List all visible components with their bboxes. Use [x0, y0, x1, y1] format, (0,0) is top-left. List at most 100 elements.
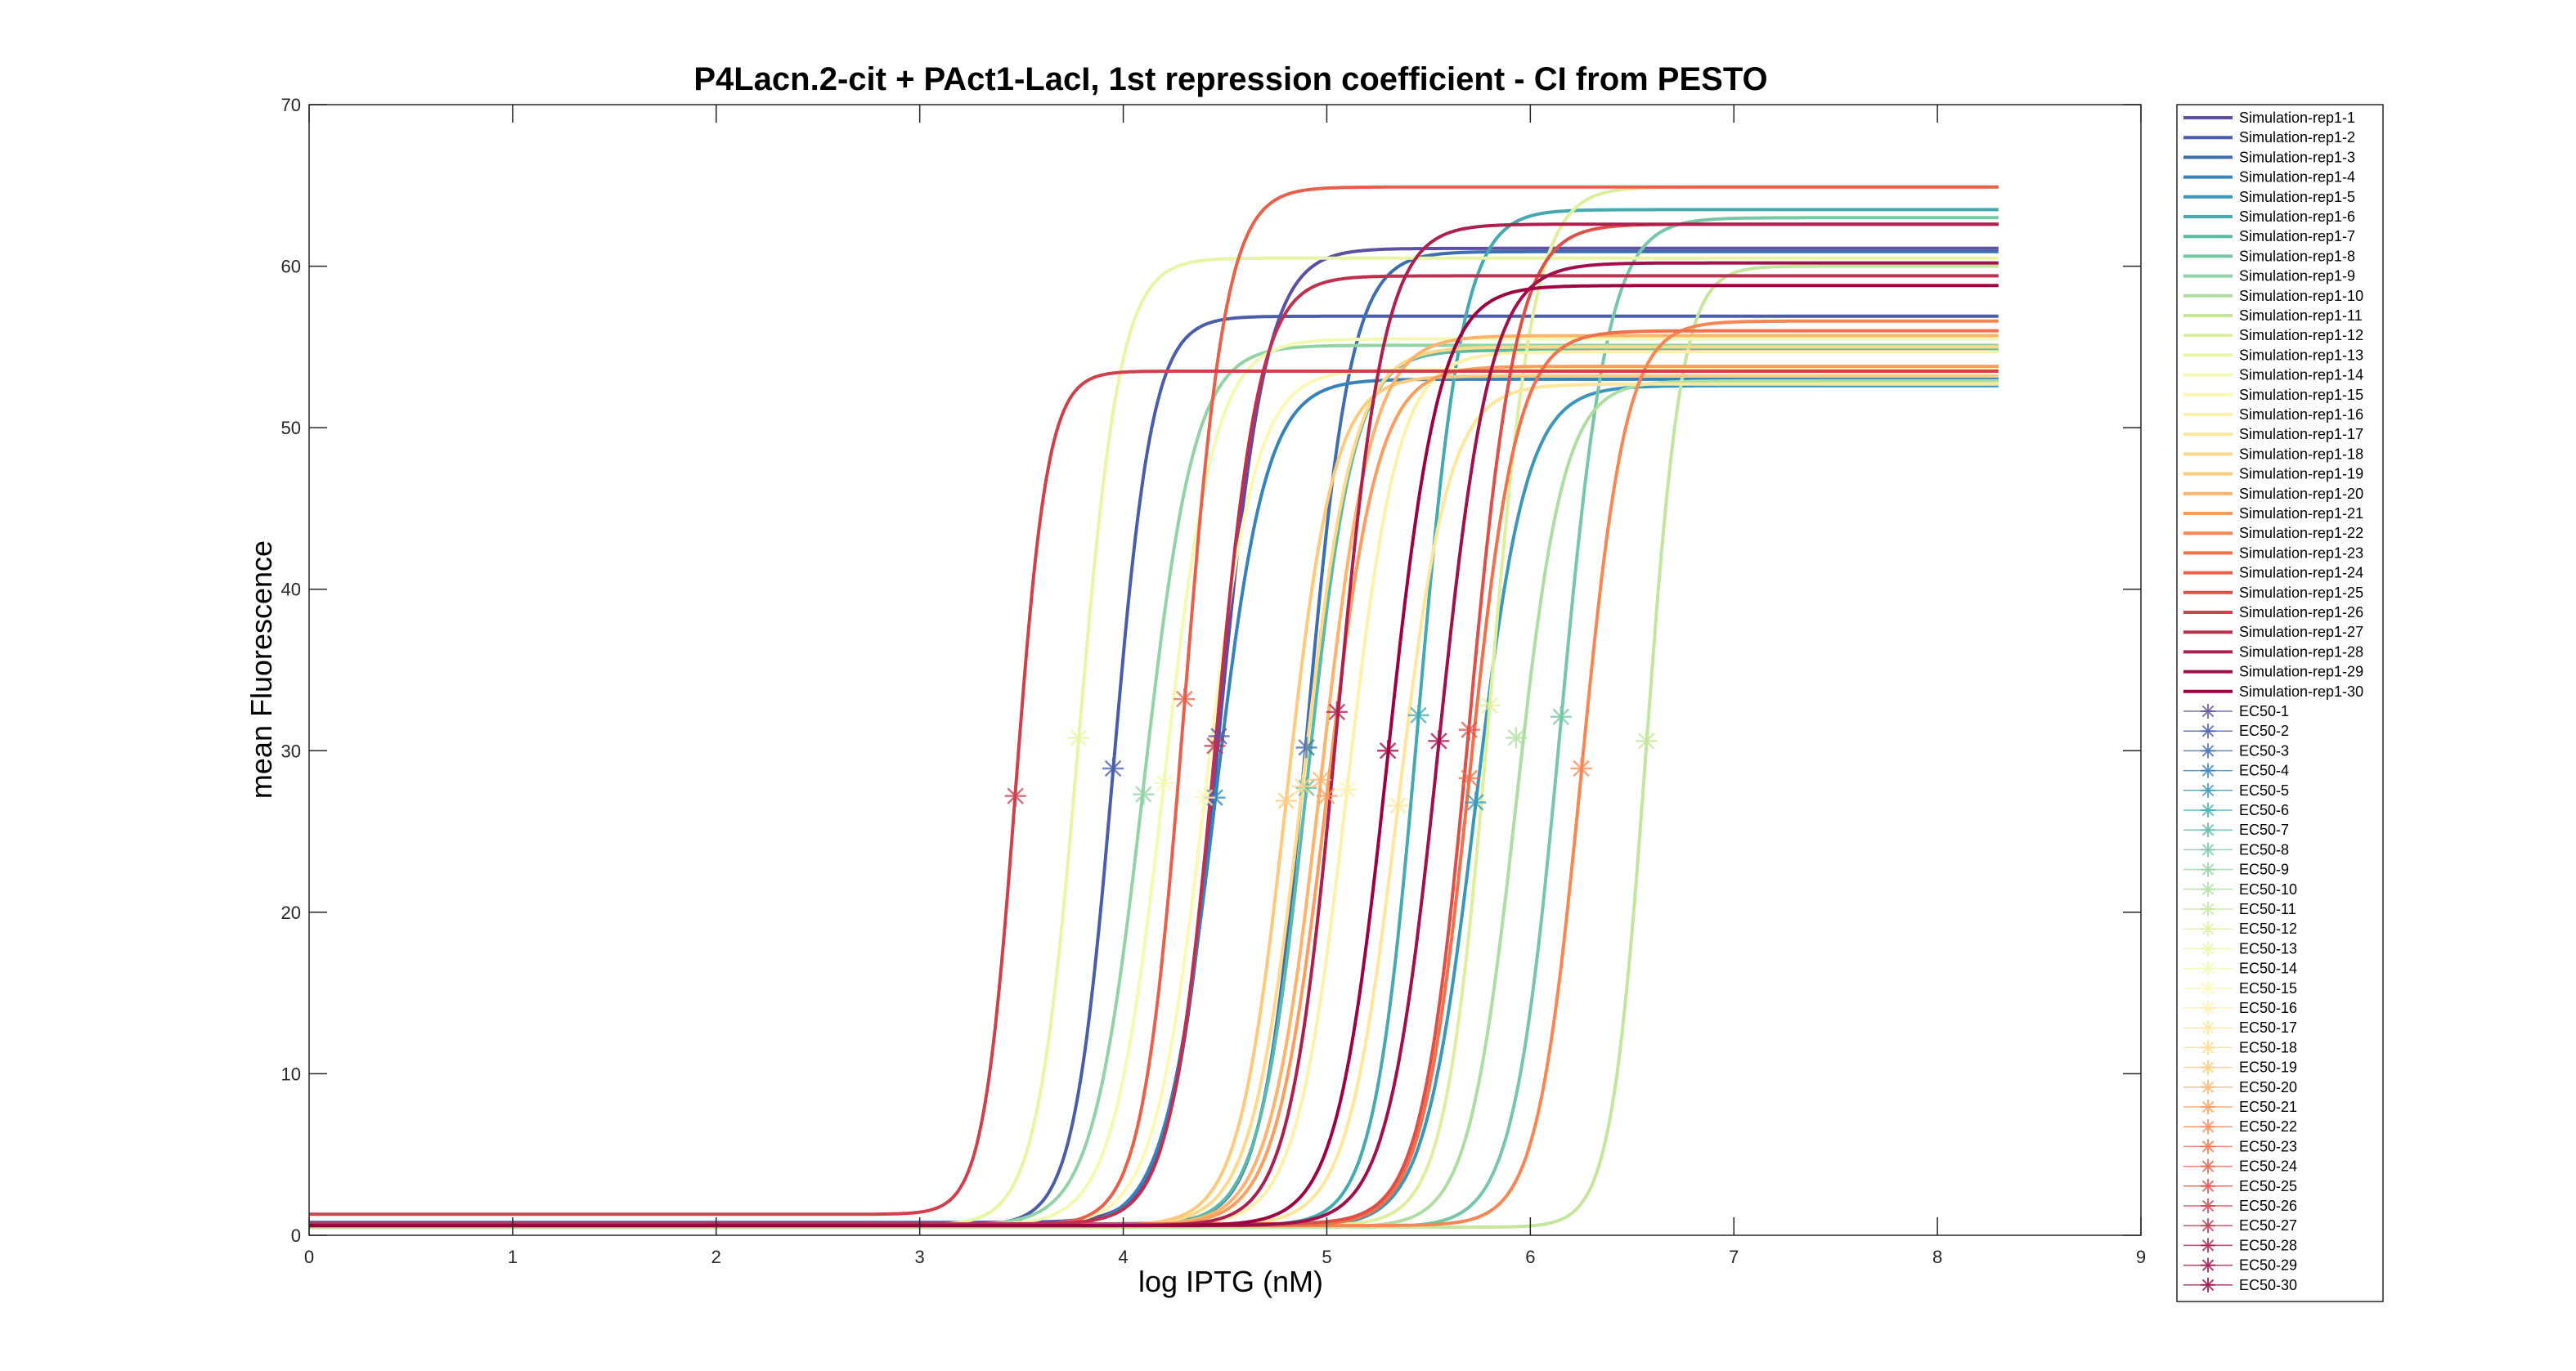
svg-text:Simulation-rep1-20: Simulation-rep1-20 — [2239, 486, 2363, 502]
marker-EC50-22 — [1570, 758, 1592, 780]
legend-entry-EC50-8: EC50-8 — [2183, 841, 2289, 858]
svg-text:Simulation-rep1-29: Simulation-rep1-29 — [2239, 664, 2363, 680]
svg-text:Simulation-rep1-12: Simulation-rep1-12 — [2239, 327, 2363, 343]
y-axis-label: mean Fluorescence — [245, 540, 278, 799]
axes-group: 0 1 2 3 4 5 6 7 8 9 0 10 20 30 40 50 60 70 — [281, 95, 2147, 1267]
x-tick-label: 7 — [1729, 1247, 1739, 1267]
legend-entry-EC50-10: EC50-10 — [2183, 881, 2297, 898]
legend-entry-EC50-29: EC50-29 — [2183, 1257, 2297, 1274]
legend-entry-EC50-30: EC50-30 — [2183, 1277, 2297, 1293]
legend-entry-EC50-7: EC50-7 — [2183, 822, 2289, 838]
legend-entry-Simulation-rep1-4: Simulation-rep1-4 — [2183, 169, 2355, 186]
svg-text:EC50-5: EC50-5 — [2239, 782, 2289, 799]
svg-text:Simulation-rep1-18: Simulation-rep1-18 — [2239, 446, 2363, 462]
legend-entry-Simulation-rep1-3: Simulation-rep1-3 — [2183, 149, 2355, 165]
svg-text:EC50-4: EC50-4 — [2239, 763, 2289, 779]
svg-text:Simulation-rep1-7: Simulation-rep1-7 — [2239, 228, 2355, 244]
marker-EC50-12 — [1479, 694, 1501, 716]
legend-entry-EC50-20: EC50-20 — [2183, 1079, 2297, 1095]
legend-entry-Simulation-rep1-8: Simulation-rep1-8 — [2183, 248, 2355, 264]
legend-entry-Simulation-rep1-24: Simulation-rep1-24 — [2183, 565, 2363, 581]
marker-EC50-19 — [1275, 790, 1297, 812]
marker-EC50-5 — [1465, 791, 1487, 813]
legend-entry-Simulation-rep1-26: Simulation-rep1-26 — [2183, 604, 2363, 621]
marker-EC50-9 — [1133, 783, 1155, 805]
marker-EC50-13 — [1067, 727, 1089, 749]
y-tick-label: 30 — [281, 741, 301, 761]
svg-text:EC50-19: EC50-19 — [2239, 1060, 2297, 1076]
marker-EC50-28 — [1326, 701, 1348, 723]
legend-entry-Simulation-rep1-29: Simulation-rep1-29 — [2183, 664, 2363, 680]
legend-entry-Simulation-rep1-1: Simulation-rep1-1 — [2183, 110, 2355, 126]
svg-text:EC50-12: EC50-12 — [2239, 921, 2297, 937]
marker-EC50-10 — [1505, 727, 1527, 749]
y-tick-label: 70 — [281, 95, 301, 115]
marker-EC50-1 — [1208, 725, 1230, 747]
svg-text:EC50-3: EC50-3 — [2239, 742, 2289, 759]
svg-text:Simulation-rep1-19: Simulation-rep1-19 — [2239, 466, 2363, 482]
x-axis-label: log IPTG (nM) — [1138, 1265, 1323, 1298]
marker-EC50-2 — [1102, 758, 1124, 780]
marker-EC50-21 — [1316, 785, 1338, 807]
legend-entry-Simulation-rep1-21: Simulation-rep1-21 — [2183, 505, 2363, 522]
svg-text:Simulation-rep1-21: Simulation-rep1-21 — [2239, 505, 2363, 522]
legend-entry-Simulation-rep1-9: Simulation-rep1-9 — [2183, 268, 2355, 285]
svg-text:EC50-17: EC50-17 — [2239, 1019, 2297, 1036]
x-tick-label: 8 — [1932, 1247, 1942, 1267]
marker-EC50-23 — [1458, 767, 1480, 789]
legend-entry-EC50-21: EC50-21 — [2183, 1099, 2297, 1115]
svg-text:EC50-24: EC50-24 — [2239, 1158, 2297, 1175]
legend-entry-EC50-22: EC50-22 — [2183, 1118, 2297, 1135]
legend-entry-EC50-25: EC50-25 — [2183, 1178, 2297, 1194]
legend-entry-Simulation-rep1-10: Simulation-rep1-10 — [2183, 288, 2363, 304]
svg-text:EC50-14: EC50-14 — [2239, 961, 2297, 977]
legend-entry-Simulation-rep1-22: Simulation-rep1-22 — [2183, 525, 2363, 541]
legend-entry-EC50-12: EC50-12 — [2183, 921, 2297, 937]
legend-entry-Simulation-rep1-16: Simulation-rep1-16 — [2183, 406, 2363, 423]
svg-text:Simulation-rep1-17: Simulation-rep1-17 — [2239, 426, 2363, 442]
legend-entry-EC50-9: EC50-9 — [2183, 862, 2289, 878]
marker-EC50-6 — [1407, 704, 1429, 726]
legend-entry-EC50-2: EC50-2 — [2183, 723, 2289, 739]
svg-text:EC50-8: EC50-8 — [2239, 841, 2289, 858]
y-tick-label: 50 — [281, 418, 301, 438]
svg-text:Simulation-rep1-28: Simulation-rep1-28 — [2239, 643, 2363, 660]
x-tick-label: 4 — [1118, 1247, 1128, 1267]
marker-EC50-25 — [1458, 719, 1480, 741]
svg-text:Simulation-rep1-11: Simulation-rep1-11 — [2239, 307, 2363, 324]
x-tick-label: 3 — [915, 1247, 925, 1267]
legend-entry-Simulation-rep1-23: Simulation-rep1-23 — [2183, 544, 2363, 561]
legend-entry-EC50-6: EC50-6 — [2183, 802, 2289, 818]
legend-entry-Simulation-rep1-12: Simulation-rep1-12 — [2183, 327, 2363, 343]
marker-EC50-24 — [1174, 688, 1196, 710]
legend-entry-EC50-1: EC50-1 — [2183, 703, 2289, 719]
y-tick-label: 0 — [291, 1225, 301, 1246]
svg-text:Simulation-rep1-22: Simulation-rep1-22 — [2239, 525, 2363, 541]
y-tick-label: 10 — [281, 1064, 301, 1084]
legend-entry-EC50-18: EC50-18 — [2183, 1039, 2297, 1055]
marker-EC50-30 — [1377, 740, 1399, 762]
svg-text:EC50-2: EC50-2 — [2239, 723, 2289, 739]
svg-text:EC50-27: EC50-27 — [2239, 1217, 2297, 1234]
svg-text:EC50-6: EC50-6 — [2239, 802, 2289, 818]
legend-entry-EC50-26: EC50-26 — [2183, 1198, 2297, 1214]
chart-title: P4Lacn.2-cit + PAct1-LacI, 1st repressio… — [693, 61, 1767, 97]
legend-entry-Simulation-rep1-14: Simulation-rep1-14 — [2183, 367, 2363, 383]
svg-text:Simulation-rep1-30: Simulation-rep1-30 — [2239, 683, 2363, 700]
legend-entry-Simulation-rep1-6: Simulation-rep1-6 — [2183, 208, 2355, 225]
legend-entry-EC50-17: EC50-17 — [2183, 1019, 2297, 1036]
legend-entry-EC50-28: EC50-28 — [2183, 1237, 2297, 1253]
legend-entry-EC50-3: EC50-3 — [2183, 742, 2289, 759]
marker-EC50-11 — [1636, 730, 1658, 752]
x-tick-label: 0 — [304, 1247, 314, 1267]
svg-text:EC50-16: EC50-16 — [2239, 1000, 2297, 1016]
y-tick-label: 40 — [281, 580, 301, 600]
svg-text:Simulation-rep1-2: Simulation-rep1-2 — [2239, 129, 2355, 146]
axes-frame — [308, 104, 2142, 1236]
svg-text:Simulation-rep1-10: Simulation-rep1-10 — [2239, 288, 2363, 304]
legend-entry-Simulation-rep1-30: Simulation-rep1-30 — [2183, 683, 2363, 700]
svg-text:Simulation-rep1-6: Simulation-rep1-6 — [2239, 208, 2355, 225]
svg-text:Simulation-rep1-1: Simulation-rep1-1 — [2239, 110, 2355, 126]
legend-entry-EC50-24: EC50-24 — [2183, 1158, 2297, 1175]
svg-text:Simulation-rep1-3: Simulation-rep1-3 — [2239, 149, 2355, 165]
